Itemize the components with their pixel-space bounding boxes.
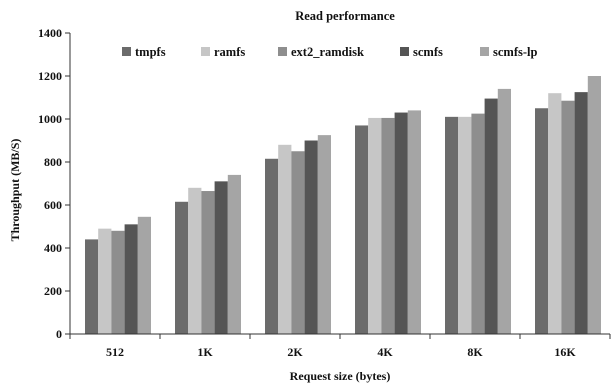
bar-ext2_ramdisk-512 <box>111 230 125 334</box>
x-axis-title: Request size (bytes) <box>290 369 391 383</box>
x-tick-label-16K: 16K <box>554 345 576 359</box>
legend-label-tmpfs: tmpfs <box>135 45 166 59</box>
bar-tmpfs-2K <box>265 158 279 334</box>
bar-scmfs-4K <box>394 112 408 334</box>
y-tick-label-600: 600 <box>44 198 62 212</box>
bar-scmfs-lp-16K <box>587 76 601 334</box>
legend-label-ramfs: ramfs <box>214 45 245 59</box>
x-tick-label-2K: 2K <box>287 345 303 359</box>
bar-ext2_ramdisk-4K <box>381 117 395 335</box>
legend-label-scmfs: scmfs <box>413 45 443 59</box>
bar-tmpfs-1K <box>175 201 189 334</box>
legend-swatch-ramfs <box>201 47 210 56</box>
bar-tmpfs-16K <box>535 108 549 334</box>
bar-scmfs-lp-512 <box>137 216 151 334</box>
legend: tmpfs ramfs ext2_ramdisk scmfs scmfs-lp <box>122 45 537 59</box>
bar-tmpfs-4K <box>355 125 369 334</box>
axes-group: 0 200 400 600 800 1000 1200 1400 512 1K 2K 4K 8K 16K <box>38 26 611 359</box>
y-tick-label-1200: 1200 <box>38 69 62 83</box>
y-axis-title: Throughput (MB/S) <box>8 139 22 242</box>
bar-scmfs-512 <box>124 224 138 334</box>
bar-scmfs-8K <box>484 98 498 334</box>
x-tick-label-1K: 1K <box>197 345 213 359</box>
legend-swatch-scmfs-lp <box>480 47 489 56</box>
bar-ramfs-1K <box>188 187 202 334</box>
bar-scmfs-lp-1K <box>227 174 241 334</box>
bar-ext2_ramdisk-2K <box>291 151 305 334</box>
y-tick-label-1400: 1400 <box>38 26 62 40</box>
bar-scmfs-lp-8K <box>497 88 511 335</box>
bar-ramfs-2K <box>278 144 292 334</box>
bar-ramfs-8K <box>458 116 472 334</box>
y-tick-label-800: 800 <box>44 155 62 169</box>
y-tick-label-200: 200 <box>44 284 62 298</box>
bar-ramfs-512 <box>98 228 112 334</box>
bar-scmfs-lp-2K <box>317 135 331 335</box>
bar-scmfs-1K <box>214 181 228 334</box>
bar-scmfs-lp-4K <box>407 110 421 335</box>
bar-scmfs-16K <box>574 92 588 335</box>
x-tick-label-512: 512 <box>106 345 124 359</box>
legend-label-ext2_ramdisk: ext2_ramdisk <box>291 45 364 59</box>
bar-tmpfs-512 <box>85 239 99 334</box>
bar-ext2_ramdisk-8K <box>471 113 485 334</box>
x-tick-label-4K: 4K <box>377 345 393 359</box>
y-tick-label-0: 0 <box>56 327 62 341</box>
legend-swatch-ext2_ramdisk <box>278 47 287 56</box>
bar-ramfs-16K <box>548 93 562 334</box>
y-tick-label-400: 400 <box>44 241 62 255</box>
y-tick-label-1000: 1000 <box>38 112 62 126</box>
legend-swatch-tmpfs <box>122 47 131 56</box>
chart-title: Read performance <box>295 9 395 23</box>
bar-ext2_ramdisk-1K <box>201 191 215 334</box>
legend-label-scmfs-lp: scmfs-lp <box>493 45 537 59</box>
legend-swatch-scmfs <box>400 47 409 56</box>
x-tick-label-8K: 8K <box>467 345 483 359</box>
bar-scmfs-2K <box>304 140 318 334</box>
bar-ramfs-4K <box>368 117 382 335</box>
bar-tmpfs-8K <box>445 116 459 334</box>
bars-group <box>85 76 601 335</box>
bar-ext2_ramdisk-16K <box>561 100 575 334</box>
